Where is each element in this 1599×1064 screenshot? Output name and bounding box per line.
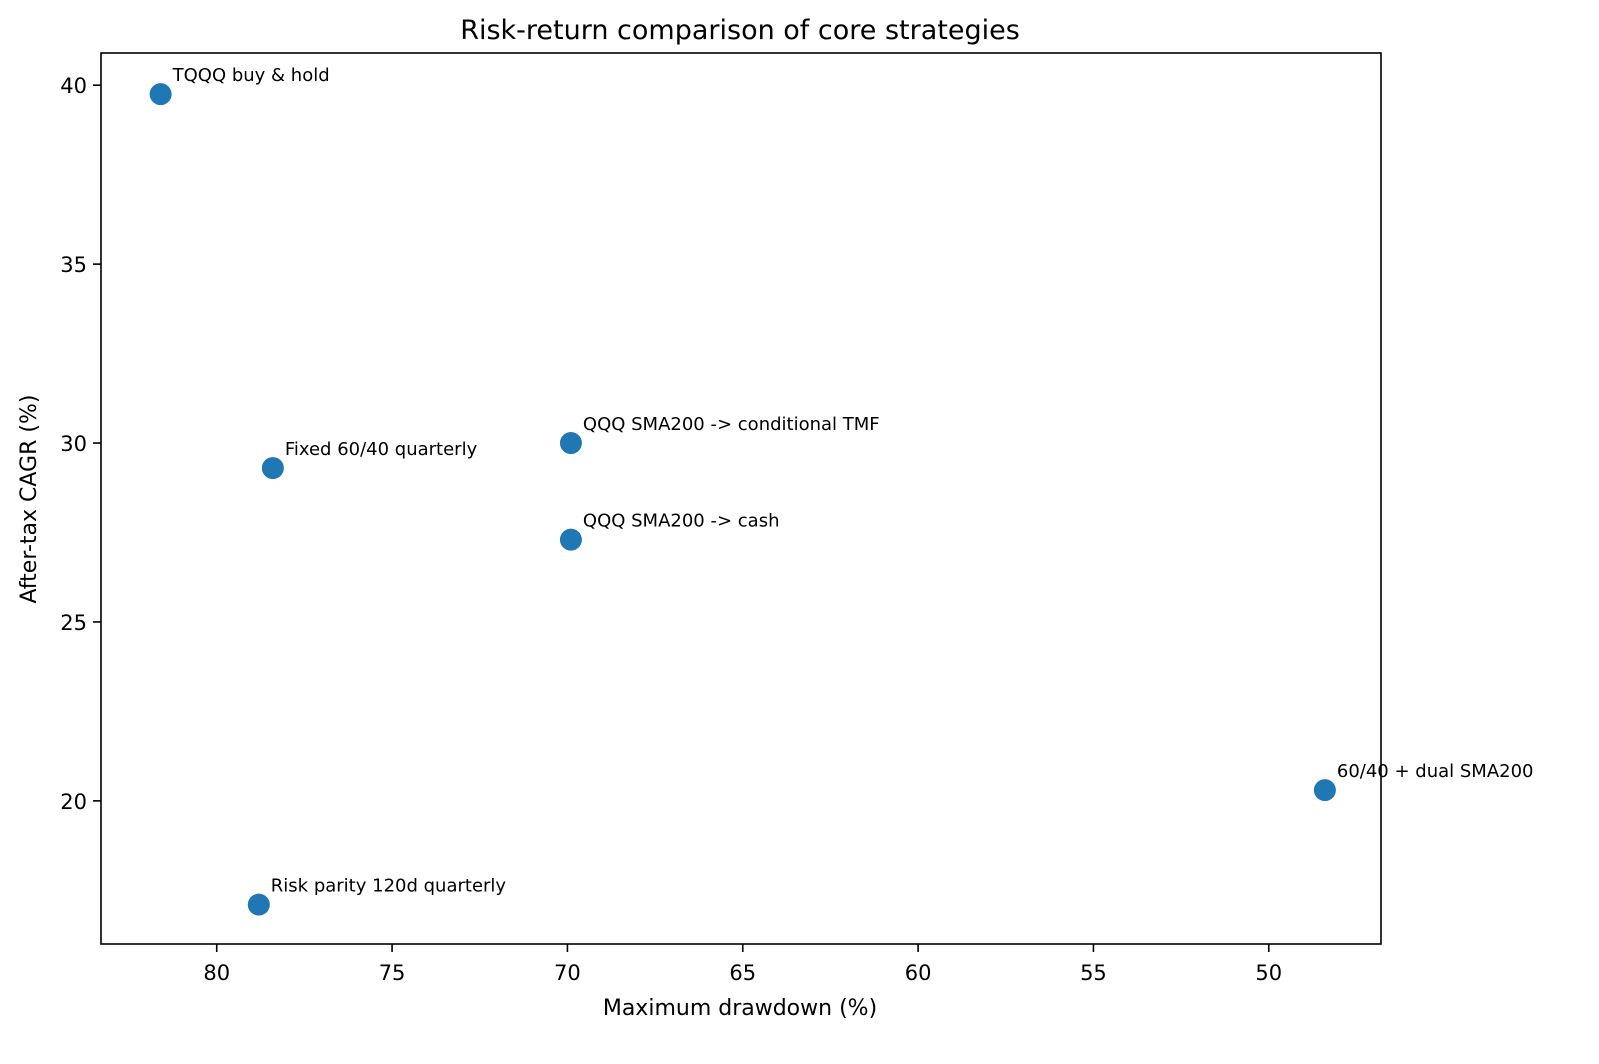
y-axis: 20 25 30 35 40 <box>60 74 101 814</box>
scatter-point <box>261 457 284 480</box>
point-label: Risk parity 120d quarterly <box>271 876 507 897</box>
scatter-point <box>559 528 582 551</box>
plot-area-frame <box>100 52 1382 945</box>
point-label: QQQ SMA200 -> cash <box>583 511 780 532</box>
y-tick-label: 20 <box>60 790 87 814</box>
point-label: 60/40 + dual SMA200 <box>1337 761 1534 782</box>
x-tick-label: 55 <box>1080 961 1107 985</box>
y-tick-label: 25 <box>60 611 87 635</box>
x-tick-label: 70 <box>554 961 581 985</box>
x-axis-label: Maximum drawdown (%) <box>603 996 877 1021</box>
x-tick-label: 50 <box>1255 961 1282 985</box>
y-tick-label: 30 <box>60 432 87 456</box>
x-tick-label: 80 <box>203 961 230 985</box>
scatter-point <box>247 893 270 916</box>
scatter-point <box>1313 779 1336 802</box>
x-tick-label: 65 <box>729 961 756 985</box>
y-tick-label: 40 <box>60 74 87 98</box>
scatter-point <box>559 432 582 455</box>
point-label: Fixed 60/40 quarterly <box>285 439 478 460</box>
point-label: TQQQ buy & hold <box>172 65 330 86</box>
point-label: QQQ SMA200 -> conditional TMF <box>583 414 880 435</box>
x-axis: 80 75 70 65 60 55 50 <box>203 944 1282 985</box>
x-tick-label: 75 <box>379 961 406 985</box>
y-tick-label: 35 <box>60 253 87 277</box>
scatter-point <box>149 83 172 106</box>
y-axis-label: After-tax CAGR (%) <box>17 395 42 604</box>
x-tick-label: 60 <box>905 961 932 985</box>
data-points <box>149 83 1336 916</box>
chart-title: Risk-return comparison of core strategie… <box>460 15 1020 46</box>
point-labels: TQQQ buy & hold Fixed 60/40 quarterly QQQ … <box>172 65 1534 896</box>
